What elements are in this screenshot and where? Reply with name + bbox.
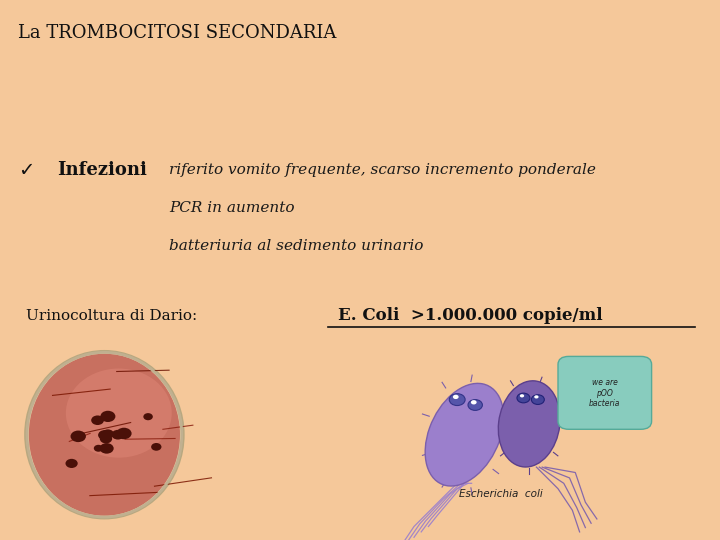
Circle shape [471, 400, 477, 404]
Circle shape [91, 415, 104, 425]
Circle shape [71, 430, 86, 442]
Circle shape [94, 445, 103, 452]
Circle shape [520, 394, 524, 397]
Ellipse shape [66, 368, 172, 458]
Text: Urinocoltura di Dario:: Urinocoltura di Dario: [26, 309, 197, 323]
Circle shape [66, 459, 78, 468]
Text: PCR in aumento: PCR in aumento [169, 201, 294, 215]
Text: we are
pOO
bacteria: we are pOO bacteria [589, 378, 621, 408]
FancyBboxPatch shape [360, 340, 691, 502]
Text: La TROMBOCITOSI SECONDARIA: La TROMBOCITOSI SECONDARIA [18, 24, 336, 42]
Circle shape [531, 395, 544, 404]
Ellipse shape [426, 383, 503, 486]
Circle shape [534, 395, 539, 399]
Text: batteriuria al sedimento urinario: batteriuria al sedimento urinario [169, 239, 423, 253]
Ellipse shape [25, 351, 184, 518]
Circle shape [453, 395, 459, 399]
Ellipse shape [498, 381, 560, 467]
Circle shape [517, 393, 530, 403]
Circle shape [151, 443, 161, 451]
Text: Escherichia  coli: Escherichia coli [459, 489, 542, 499]
Circle shape [98, 430, 112, 440]
Text: ✓: ✓ [18, 160, 35, 180]
Circle shape [99, 443, 114, 454]
Circle shape [449, 394, 465, 406]
Ellipse shape [29, 354, 180, 516]
Text: E. Coli  >1.000.000 copie/ml: E. Coli >1.000.000 copie/ml [338, 307, 603, 325]
Circle shape [116, 428, 132, 439]
Circle shape [143, 413, 153, 420]
Circle shape [100, 411, 115, 422]
Circle shape [99, 434, 109, 440]
Text: Infezioni: Infezioni [58, 161, 148, 179]
FancyBboxPatch shape [558, 356, 652, 429]
Circle shape [468, 400, 482, 410]
Circle shape [100, 434, 112, 443]
Text: riferito vomito frequente, scarso incremento ponderale: riferito vomito frequente, scarso increm… [169, 163, 596, 177]
Circle shape [102, 429, 114, 438]
Circle shape [112, 430, 125, 440]
